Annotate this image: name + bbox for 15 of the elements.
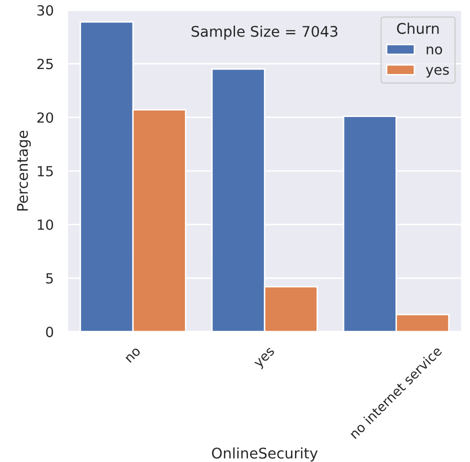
y-tick-label: 15 xyxy=(38,166,53,176)
y-tick-label: 5 xyxy=(46,273,53,284)
legend-label: no xyxy=(426,46,442,54)
annotation: Sample Size = 7043 xyxy=(192,26,338,40)
legend-label: yes xyxy=(426,66,449,78)
x-tick-label: yes xyxy=(254,347,277,370)
y-tick-label: 30 xyxy=(37,5,54,16)
y-tick-label: 25 xyxy=(37,58,53,70)
y-tick-label: 20 xyxy=(37,112,54,123)
x-axis-title: OnlineSecurity xyxy=(212,447,318,462)
y-tick-label: 0 xyxy=(46,326,54,338)
y-tick-label: 10 xyxy=(38,220,54,230)
x-tick-label: no xyxy=(125,347,142,363)
legend-title: Churn xyxy=(397,22,439,34)
y-axis-title: Percentage xyxy=(17,130,31,211)
